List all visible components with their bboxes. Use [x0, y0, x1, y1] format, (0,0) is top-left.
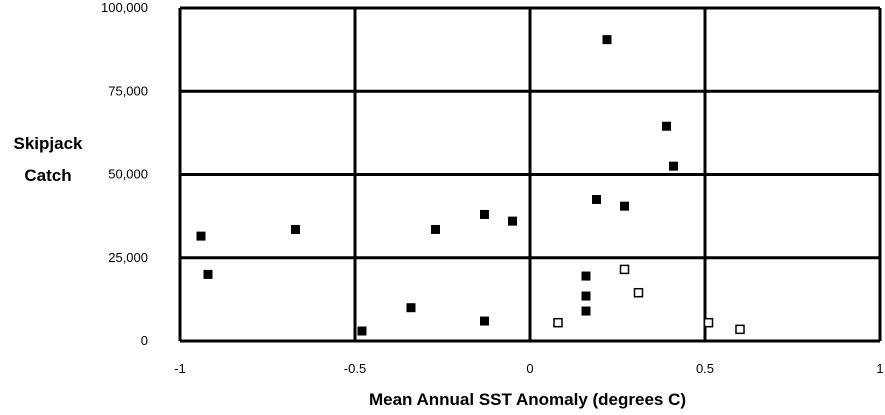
data-point-filled: [662, 121, 671, 131]
data-point-filled: [480, 209, 489, 219]
data-point-open: [619, 264, 630, 275]
data-point-filled: [581, 306, 591, 316]
data-point-filled: [508, 216, 517, 226]
x-tick-label: 0: [526, 361, 533, 376]
data-point-filled: [431, 224, 440, 234]
x-tick-labels: -1 -0.5 0 0.5 1: [174, 361, 883, 376]
y-tick-label: 0: [141, 333, 148, 348]
y-tick-label: 100,000: [101, 0, 148, 15]
data-point-filled: [592, 194, 601, 204]
y-axis-label-line-2: Catch: [24, 166, 72, 185]
data-point-open: [703, 317, 714, 328]
grid-lines: [178, 6, 882, 343]
x-tick-label: 1: [876, 361, 883, 376]
y-tick-label: 75,000: [108, 83, 148, 98]
y-axis-label-line-1: Skipjack: [13, 134, 83, 153]
x-tick-label: -1: [174, 361, 186, 376]
data-point-filled: [581, 271, 591, 281]
data-point-filled: [203, 269, 213, 279]
data-point-filled: [581, 291, 591, 301]
data-point-open: [553, 317, 563, 328]
x-axis-label: Mean Annual SST Anomaly (degrees C): [368, 390, 687, 409]
data-points: [196, 35, 745, 336]
data-point-filled: [602, 35, 612, 45]
data-point-filled: [196, 231, 206, 241]
data-point-open: [735, 324, 745, 335]
x-tick-label: 0.5: [696, 361, 714, 376]
y-tick-labels: 0 25,000 50,000 75,000 100,000: [101, 0, 148, 348]
data-point-open: [633, 287, 644, 298]
data-point-filled: [669, 161, 678, 171]
data-point-filled: [357, 326, 367, 336]
data-point-filled: [406, 303, 416, 313]
data-point-filled: [620, 201, 629, 211]
y-tick-label: 50,000: [108, 167, 148, 182]
y-tick-label: 25,000: [108, 250, 148, 265]
x-tick-label: -0.5: [344, 361, 366, 376]
data-point-filled: [480, 316, 489, 326]
data-point-filled: [291, 224, 300, 234]
